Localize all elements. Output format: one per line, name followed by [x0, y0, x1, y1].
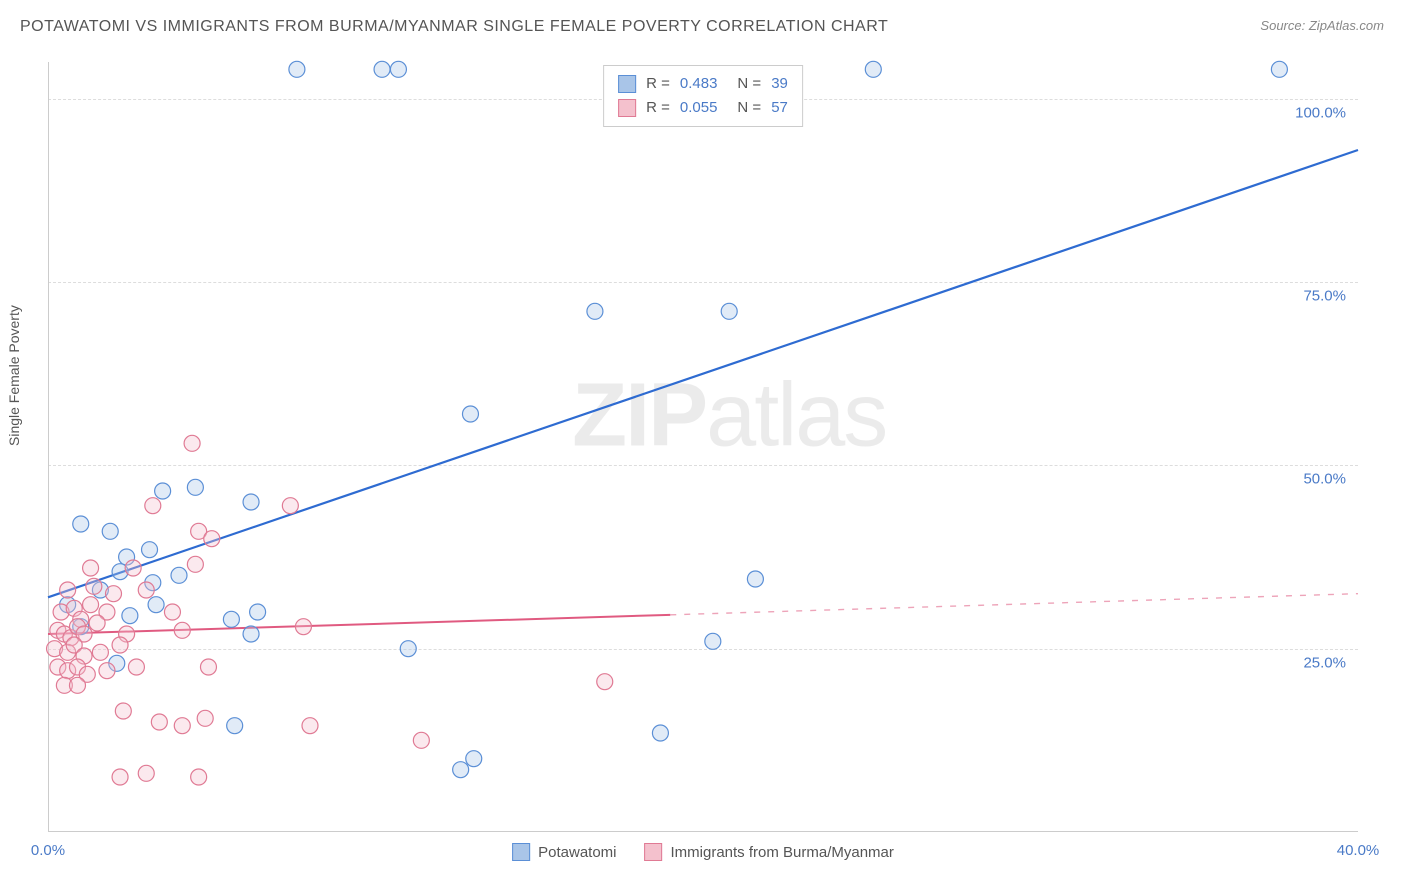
data-point: [652, 725, 668, 741]
data-point: [148, 597, 164, 613]
chart-svg: [48, 62, 1358, 831]
source-label: Source:: [1260, 18, 1305, 33]
r-value-series-1: 0.483: [680, 72, 718, 96]
data-point: [187, 556, 203, 572]
data-point: [125, 560, 141, 576]
legend-item: Immigrants from Burma/Myanmar: [645, 843, 894, 861]
data-point: [128, 659, 144, 675]
data-point: [164, 604, 180, 620]
data-point: [747, 571, 763, 587]
legend-row-series-2: R = 0.055 N = 57: [618, 96, 788, 120]
n-value-series-1: 39: [771, 72, 788, 96]
correlation-legend: R = 0.483 N = 39 R = 0.055 N = 57: [603, 65, 803, 127]
data-point: [374, 61, 390, 77]
data-point: [69, 677, 85, 693]
data-point: [413, 732, 429, 748]
legend-label: Immigrants from Burma/Myanmar: [671, 844, 894, 861]
r-label: R =: [646, 96, 670, 120]
data-point: [73, 516, 89, 532]
legend-item: Potawatomi: [512, 843, 616, 861]
data-point: [721, 303, 737, 319]
data-point: [112, 769, 128, 785]
r-value-series-2: 0.055: [680, 96, 718, 120]
y-tick-label: 100.0%: [1295, 104, 1346, 121]
data-point: [171, 567, 187, 583]
regression-line: [48, 150, 1358, 597]
data-point: [151, 714, 167, 730]
data-point: [99, 663, 115, 679]
data-point: [243, 494, 259, 510]
x-tick-label: 0.0%: [31, 842, 65, 859]
source-value: ZipAtlas.com: [1309, 18, 1384, 33]
data-point: [282, 498, 298, 514]
chart-container: POTAWATOMI VS IMMIGRANTS FROM BURMA/MYAN…: [0, 0, 1406, 892]
data-point: [155, 483, 171, 499]
data-point: [390, 61, 406, 77]
legend-label: Potawatomi: [538, 844, 616, 861]
data-point: [204, 531, 220, 547]
data-point: [83, 597, 99, 613]
data-point: [587, 303, 603, 319]
data-point: [187, 479, 203, 495]
legend-swatch: [645, 843, 663, 861]
data-point: [112, 637, 128, 653]
data-point: [138, 765, 154, 781]
data-point: [115, 703, 131, 719]
data-point: [145, 498, 161, 514]
y-tick-label: 25.0%: [1303, 654, 1346, 671]
y-tick-label: 50.0%: [1303, 471, 1346, 488]
data-point: [453, 762, 469, 778]
data-point: [1271, 61, 1287, 77]
data-point: [174, 718, 190, 734]
chart-title: POTAWATOMI VS IMMIGRANTS FROM BURMA/MYAN…: [20, 18, 888, 36]
series-legend: Potawatomi Immigrants from Burma/Myanmar: [512, 843, 894, 861]
r-label: R =: [646, 72, 670, 96]
data-point: [302, 718, 318, 734]
legend-row-series-1: R = 0.483 N = 39: [618, 72, 788, 96]
swatch-series-2: [618, 99, 636, 117]
data-point: [191, 769, 207, 785]
n-label: N =: [737, 72, 761, 96]
data-point: [295, 619, 311, 635]
swatch-series-1: [618, 75, 636, 93]
data-point: [102, 523, 118, 539]
data-point: [83, 560, 99, 576]
y-axis-title: Single Female Poverty: [6, 305, 22, 446]
regression-line-dashed: [670, 594, 1358, 615]
data-point: [197, 710, 213, 726]
data-point: [60, 582, 76, 598]
y-tick-label: 75.0%: [1303, 288, 1346, 305]
data-point: [122, 608, 138, 624]
data-point: [865, 61, 881, 77]
data-point: [289, 61, 305, 77]
regression-line: [48, 615, 670, 634]
data-point: [705, 633, 721, 649]
data-point: [92, 644, 108, 660]
data-point: [227, 718, 243, 734]
data-point: [89, 615, 105, 631]
data-point: [462, 406, 478, 422]
x-tick-label: 40.0%: [1337, 842, 1380, 859]
data-point: [138, 582, 154, 598]
plot-area: ZIPatlas R = 0.483 N = 39 R = 0.055 N = …: [48, 62, 1358, 832]
data-point: [184, 435, 200, 451]
data-point: [174, 622, 190, 638]
data-point: [86, 578, 102, 594]
legend-swatch: [512, 843, 530, 861]
n-value-series-2: 57: [771, 96, 788, 120]
n-label: N =: [737, 96, 761, 120]
data-point: [200, 659, 216, 675]
data-point: [106, 586, 122, 602]
data-point: [400, 641, 416, 657]
data-point: [243, 626, 259, 642]
data-point: [223, 611, 239, 627]
data-point: [597, 674, 613, 690]
data-point: [250, 604, 266, 620]
source-attribution: Source: ZipAtlas.com: [1260, 18, 1384, 33]
data-point: [142, 542, 158, 558]
data-point: [466, 751, 482, 767]
